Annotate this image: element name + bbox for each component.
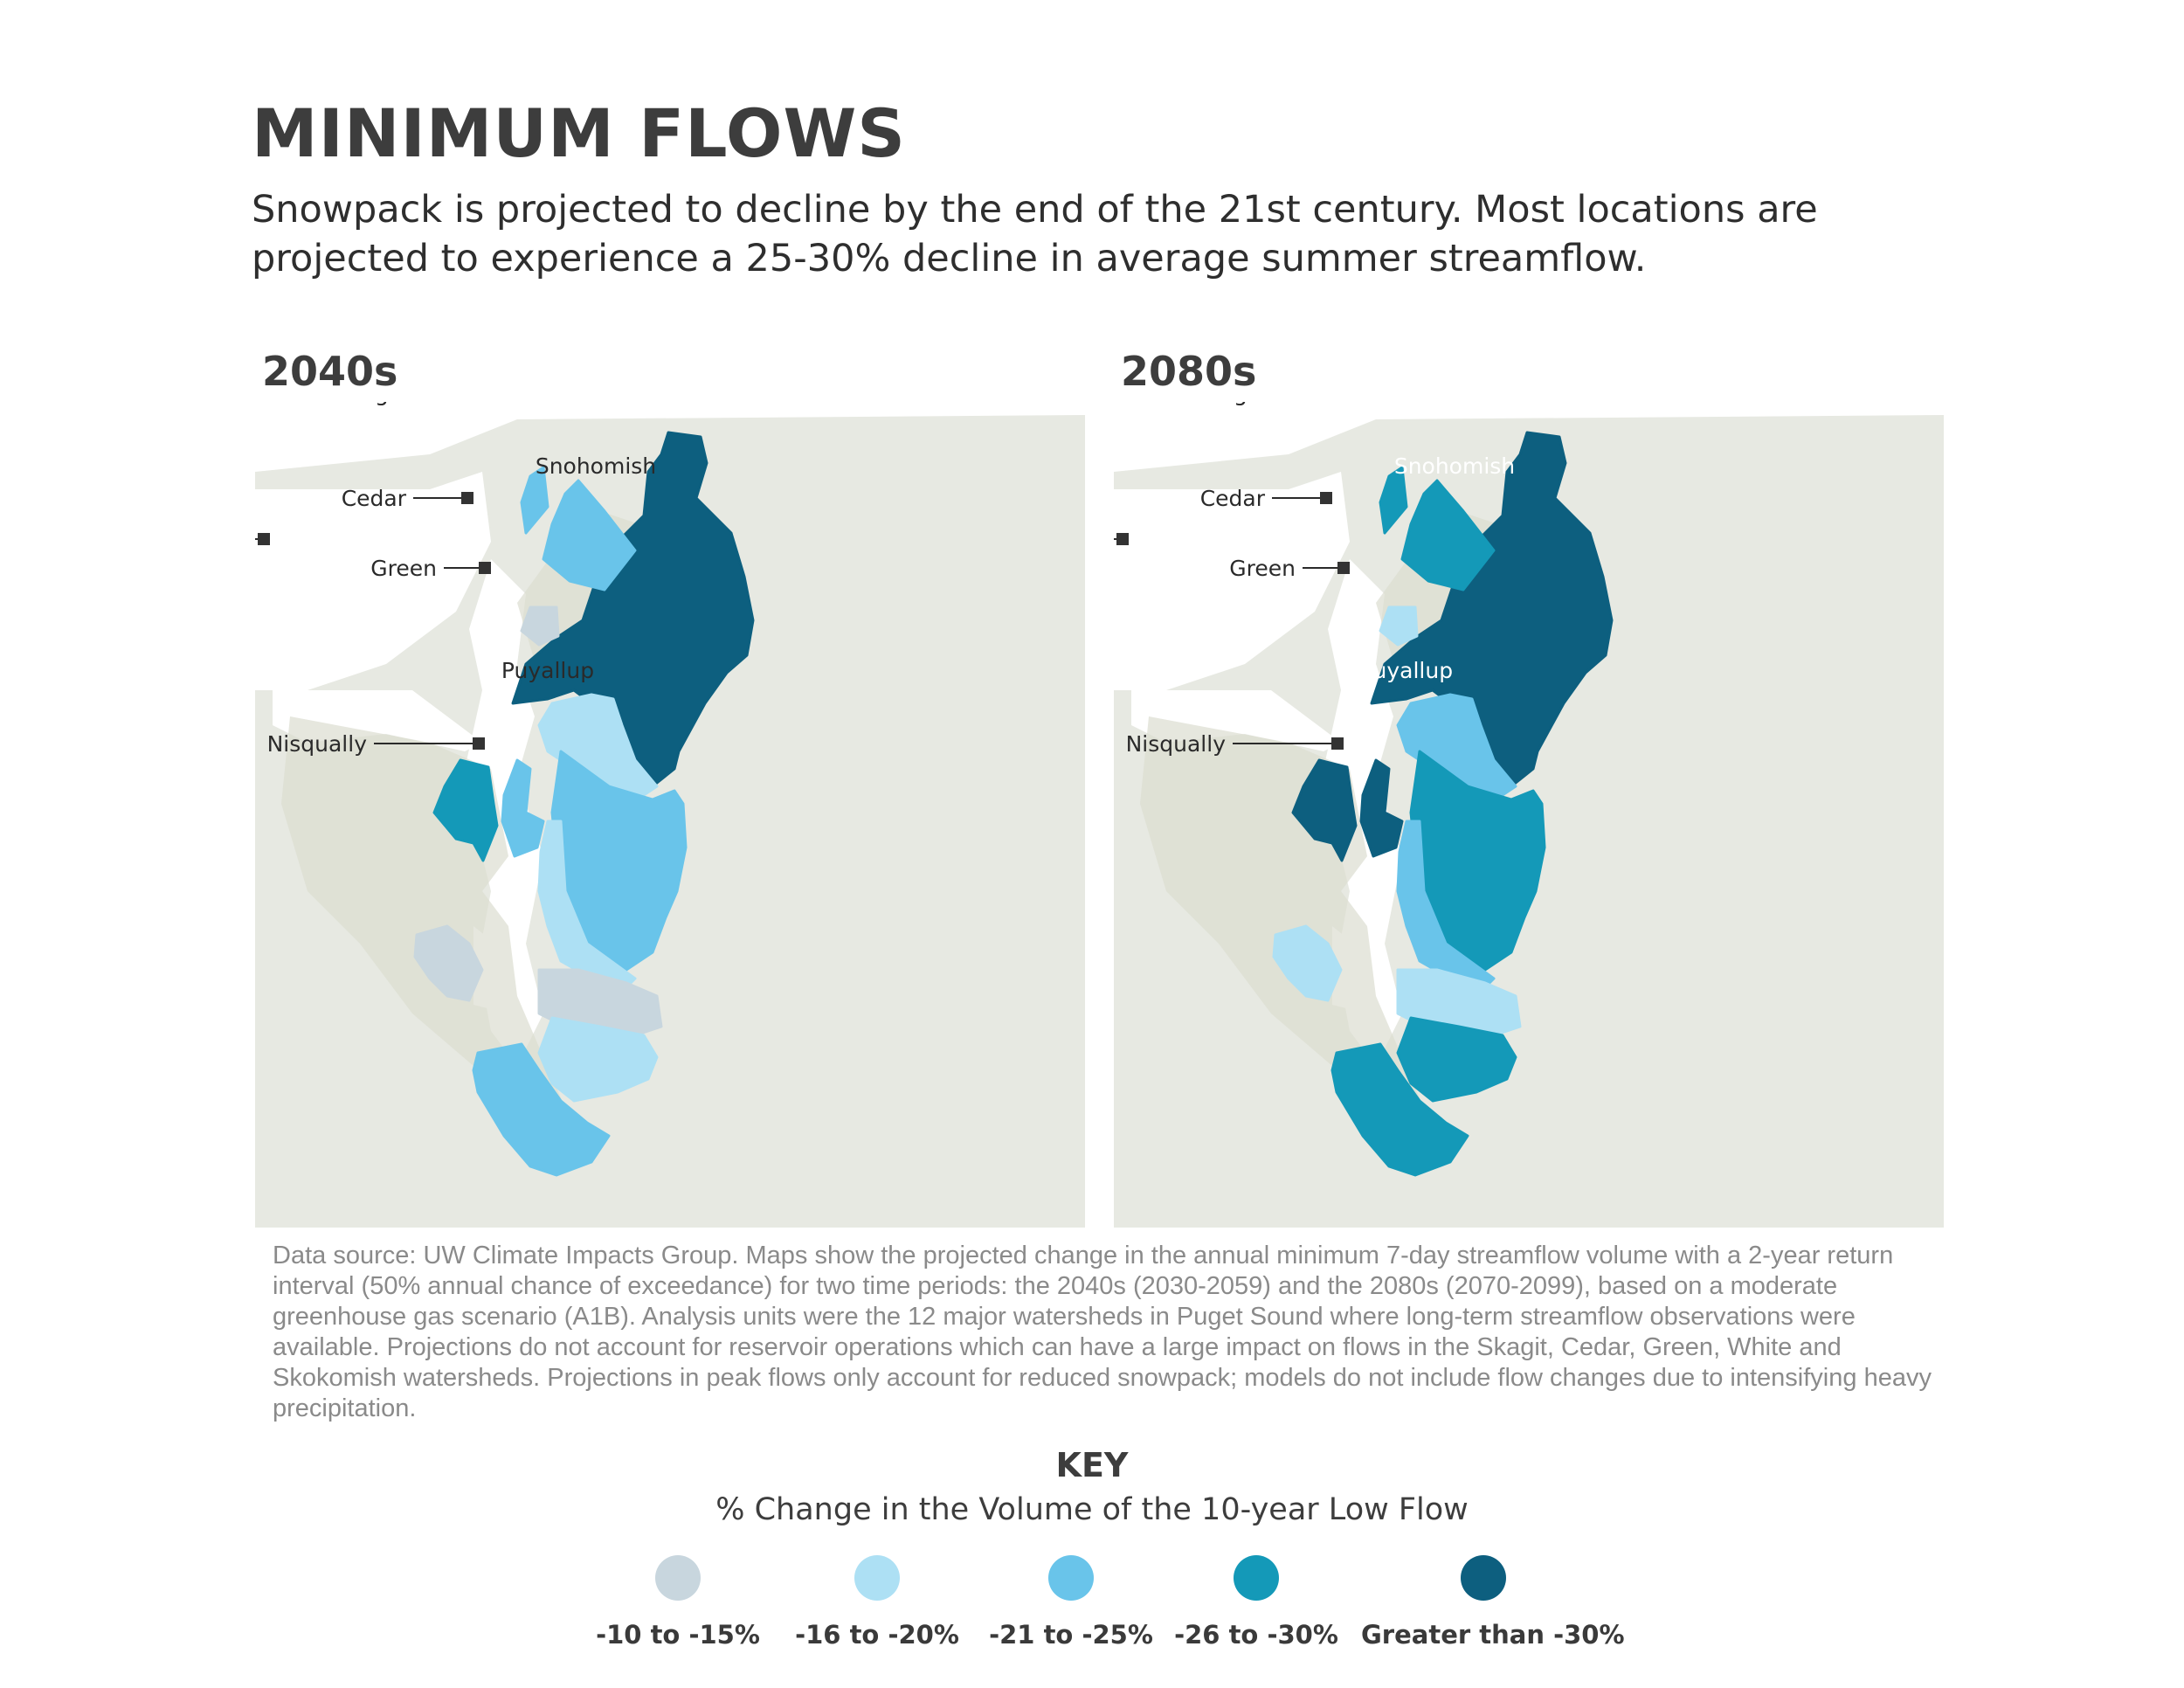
watershed-skokomish bbox=[1272, 924, 1343, 1002]
watershed-label-dungeness: Dungeness bbox=[330, 402, 452, 406]
watershed-label-snohomish: Snohomish bbox=[1394, 453, 1515, 479]
watershed-marker bbox=[479, 562, 491, 574]
watershed-marker bbox=[258, 533, 270, 545]
watershed-marker bbox=[1320, 492, 1332, 504]
watershed-samish bbox=[520, 605, 560, 647]
watershed-marker bbox=[473, 737, 485, 750]
key-subtitle: % Change in the Volume of the 10-year Lo… bbox=[715, 1492, 1469, 1527]
key-item-5: Greater than -30% bbox=[1361, 1555, 1625, 1650]
watershed-nisqually bbox=[472, 1042, 611, 1177]
key-item-4: -26 to -30% bbox=[1134, 1555, 1379, 1650]
watershed-nooksack bbox=[520, 466, 549, 535]
watershed-dungeness bbox=[501, 758, 545, 858]
lowland-area bbox=[1140, 716, 1428, 1118]
watershed-label-nisqually: Nisqually bbox=[1126, 731, 1227, 757]
watershed-elwha bbox=[1291, 758, 1358, 862]
key-title: KEY bbox=[1055, 1446, 1129, 1484]
watershed-nisqually bbox=[1330, 1042, 1469, 1177]
watershed-label-green: Green bbox=[1229, 556, 1296, 581]
watershed-marker bbox=[1337, 562, 1350, 574]
watershed-nooksack bbox=[1379, 466, 1408, 535]
watershed-label-puyallup: Puyallup bbox=[1360, 658, 1453, 683]
watershed-stillaguamish bbox=[1396, 693, 1517, 797]
key-swatch-3 bbox=[1048, 1555, 1094, 1601]
key-swatch-5 bbox=[1461, 1555, 1506, 1601]
key-label-2: -16 to -20% bbox=[795, 1620, 959, 1650]
key-label-5: Greater than -30% bbox=[1361, 1620, 1625, 1650]
watershed-puyallup bbox=[537, 1016, 659, 1103]
data-source-note: Data source: UW Climate Impacts Group. M… bbox=[273, 1242, 1932, 1422]
watershed-stillaguamish bbox=[537, 693, 659, 797]
watershed-label-cedar: Cedar bbox=[1200, 486, 1266, 511]
water-body bbox=[255, 402, 1085, 472]
key-item-3: -21 to -25% bbox=[949, 1555, 1193, 1650]
watershed-label-cedar: Cedar bbox=[342, 486, 407, 511]
watershed-green bbox=[1396, 968, 1522, 1037]
key-item-2: -16 to -20% bbox=[755, 1555, 999, 1650]
lowland-area bbox=[281, 716, 570, 1118]
water-body bbox=[1114, 402, 1944, 472]
watershed-nooksack bbox=[542, 479, 637, 591]
key-swatch-2 bbox=[854, 1555, 900, 1601]
key-swatch-4 bbox=[1234, 1555, 1279, 1601]
key-label-3: -21 to -25% bbox=[989, 1620, 1153, 1650]
key-item-1: -10 to -15% bbox=[556, 1555, 800, 1650]
key-swatch-1 bbox=[655, 1555, 701, 1601]
watershed-label-puyallup: Puyallup bbox=[501, 658, 594, 683]
watershed-marker bbox=[1116, 533, 1129, 545]
watershed-label-snohomish: Snohomish bbox=[536, 453, 656, 479]
watershed-green bbox=[537, 968, 663, 1037]
map-2040s-title: 2040s bbox=[262, 348, 398, 395]
watershed-nooksack bbox=[1400, 479, 1496, 591]
water-body bbox=[255, 472, 491, 690]
key-label-4: -26 to -30% bbox=[1174, 1620, 1338, 1650]
watershed-skokomish bbox=[413, 924, 484, 1002]
watershed-marker bbox=[1331, 737, 1344, 750]
map-2080s: NooksackSamishSkagitStillaguamishDungene… bbox=[1114, 402, 1944, 1228]
map-2040s: NooksackSamishSkagitStillaguamishDungene… bbox=[255, 402, 1085, 1228]
watershed-marker bbox=[461, 492, 473, 504]
map-2080s-title: 2080s bbox=[1121, 348, 1257, 395]
water-body bbox=[1114, 472, 1350, 690]
watershed-samish bbox=[1379, 605, 1419, 647]
watershed-label-green: Green bbox=[370, 556, 437, 581]
key-label-1: -10 to -15% bbox=[596, 1620, 760, 1650]
page-subtitle: Snowpack is projected to decline by the … bbox=[252, 188, 1818, 280]
watershed-puyallup bbox=[1396, 1016, 1517, 1103]
watershed-label-dungeness: Dungeness bbox=[1189, 402, 1310, 406]
watershed-label-nisqually: Nisqually bbox=[267, 731, 368, 757]
watershed-elwha bbox=[432, 758, 499, 862]
watershed-dungeness bbox=[1359, 758, 1404, 858]
page-title: MINIMUM FLOWS bbox=[252, 94, 907, 172]
